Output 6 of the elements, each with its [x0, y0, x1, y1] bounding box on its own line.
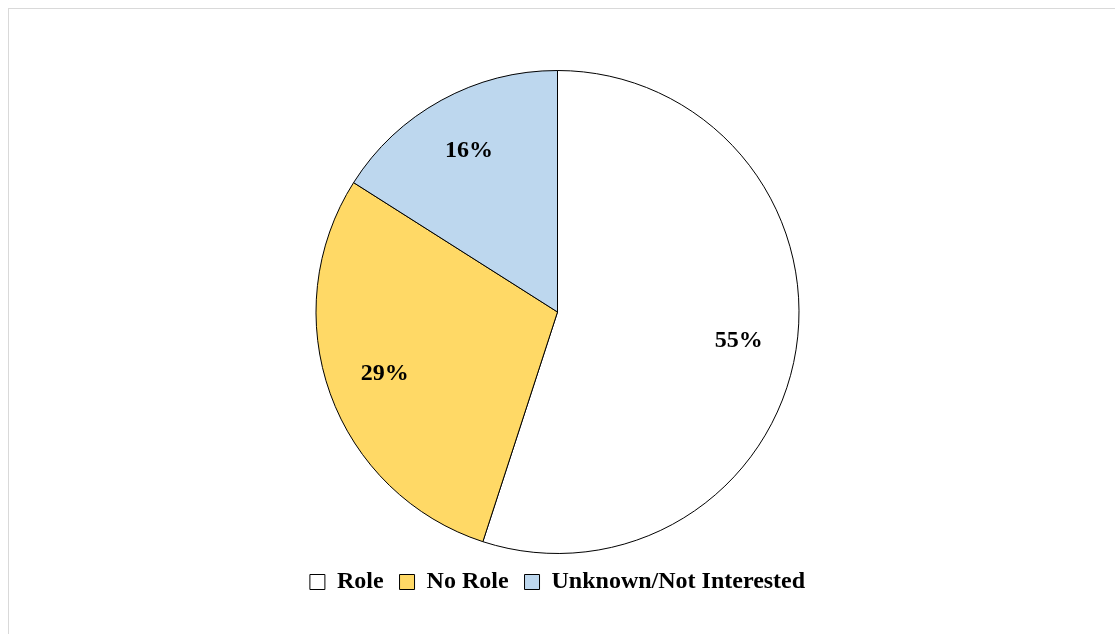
data-label: 55%	[714, 325, 763, 352]
legend-label: Role	[336, 567, 384, 594]
data-label: 16%	[445, 136, 494, 163]
data-label: 29%	[360, 359, 409, 386]
legend-label: Unknown/Not Interested	[551, 567, 806, 594]
legend-label: No Role	[426, 567, 509, 594]
